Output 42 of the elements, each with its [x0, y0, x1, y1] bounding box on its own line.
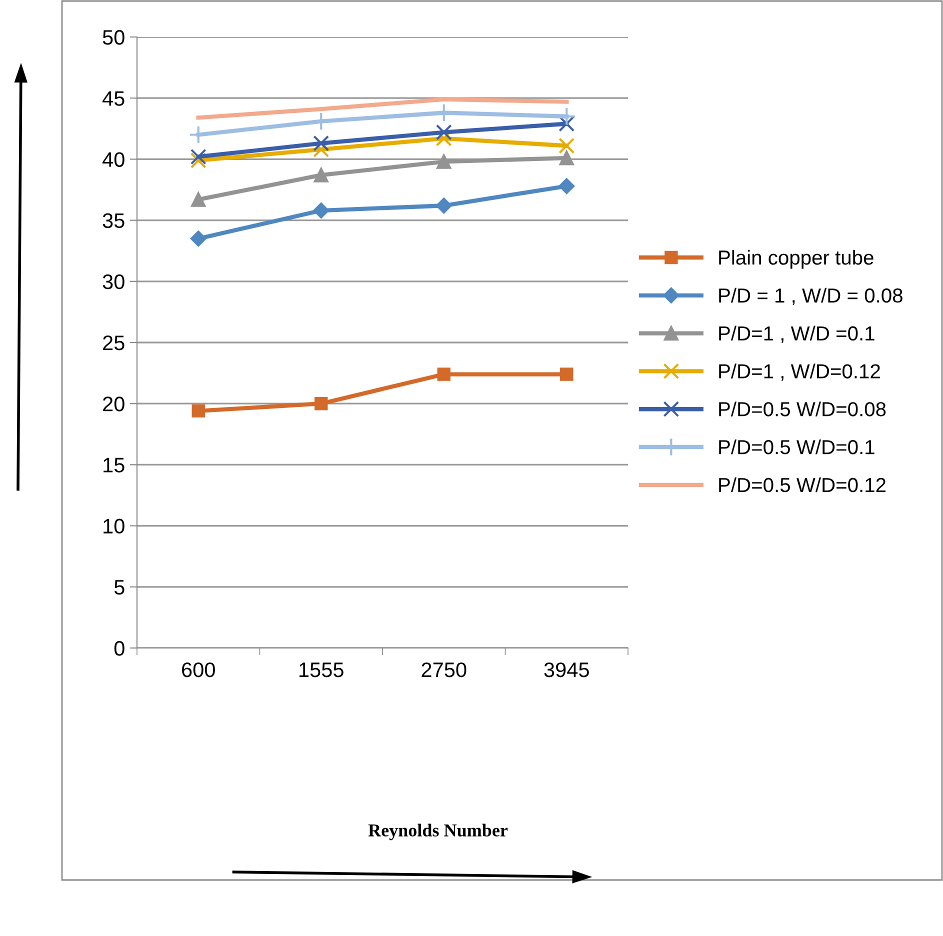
y-tick-label: 50	[102, 30, 124, 45]
point	[191, 192, 206, 207]
point	[558, 116, 575, 132]
point	[560, 368, 574, 381]
x-tick-label: 1555	[300, 662, 344, 678]
y-tick-label: 30	[102, 274, 124, 290]
point	[314, 397, 328, 410]
x-tick-label: 2750	[422, 662, 466, 678]
x-tick-label: 3945	[544, 662, 589, 678]
y-tick-label: 40	[102, 152, 124, 167]
point	[558, 138, 575, 154]
point	[437, 368, 450, 381]
point	[436, 198, 452, 214]
point	[313, 135, 330, 152]
y-tick-label: 35	[102, 213, 124, 228]
legend-label: P/D=0.5 W/D=0.08	[719, 402, 886, 416]
y-tick-label: 25	[103, 336, 124, 350]
y-tick-label: 10	[104, 518, 124, 534]
y-tick-label: 45	[102, 91, 124, 106]
text: Reynolds Number	[368, 824, 508, 840]
y-tick-label: 0	[114, 641, 124, 656]
point	[192, 404, 205, 418]
point	[558, 178, 575, 194]
y-tick-label: 20	[103, 396, 124, 412]
y-tick-label: 15	[104, 458, 124, 472]
legend-label: P/D=1 , W/D=0.12	[719, 364, 880, 381]
legend-label: P/D=0.5 W/D=0.12	[719, 477, 886, 492]
legend-label: P/D=1 , W/D =0.1	[719, 326, 874, 343]
point	[190, 148, 206, 165]
line-series	[196, 97, 569, 120]
x-tick-label: 600	[182, 662, 215, 678]
point	[559, 150, 574, 166]
legend-label: Plain copper tube	[719, 250, 874, 269]
point	[436, 154, 452, 169]
legend-label: P/D = 1 , W/D = 0.08	[719, 288, 902, 306]
point	[313, 202, 330, 218]
point	[190, 152, 206, 168]
y-tick-label: 5	[114, 580, 124, 595]
point	[190, 230, 206, 247]
legend-label: P/D=0.5 W/D=0.1	[719, 439, 874, 454]
point	[436, 124, 452, 140]
point	[314, 168, 328, 182]
